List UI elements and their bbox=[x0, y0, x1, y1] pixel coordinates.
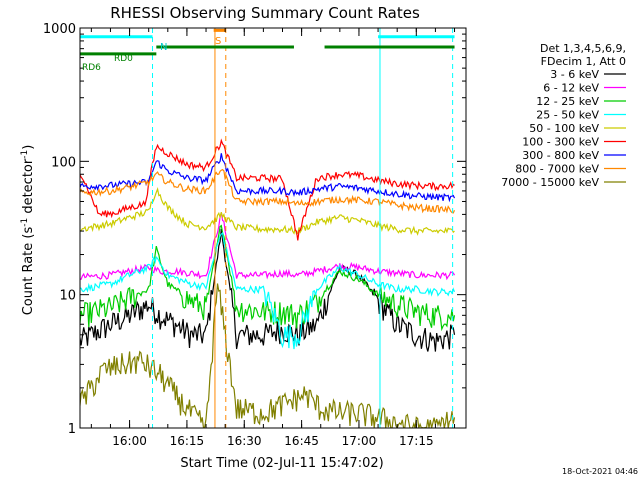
y-tick-label-4: 1000 bbox=[43, 22, 76, 37]
series-line-5 bbox=[80, 187, 455, 236]
saa-label-s: S bbox=[215, 36, 221, 47]
timestamp: 18-Oct-2021 04:46 bbox=[562, 467, 638, 476]
y-tick-label-3: 100 bbox=[51, 155, 76, 170]
series-line-8 bbox=[80, 168, 456, 214]
y-label-mid: detector bbox=[21, 158, 36, 218]
legend: Det 1,3,4,5,6,9, FDecim 1, Att 0 3 - 6 k… bbox=[501, 42, 626, 189]
annotation-layer bbox=[79, 28, 455, 428]
legend-header-2: FDecim 1, Att 0 bbox=[541, 55, 626, 68]
legend-label-2: 6 - 12 keV bbox=[543, 82, 599, 95]
x-tick-label-1: 16:00 bbox=[112, 434, 147, 448]
y-tick-label-1: 1 bbox=[68, 422, 76, 437]
series-line-1 bbox=[80, 228, 456, 352]
legend-header-1: Det 1,3,4,5,6,9, bbox=[540, 42, 626, 55]
plot-frame bbox=[79, 27, 467, 429]
chart-title: RHESSI Observing Summary Count Rates bbox=[110, 4, 420, 22]
x-tick-label-4: 16:45 bbox=[284, 434, 319, 448]
legend-label-5: 50 - 100 keV bbox=[529, 122, 599, 135]
axes-layer: 16:00 16:15 16:30 16:45 17:00 17:15 1 10 100 1000 bbox=[43, 22, 466, 448]
rd0-label: RD0 bbox=[114, 54, 133, 64]
x-tick-label-5: 17:00 bbox=[342, 434, 377, 448]
x-tick-label-6: 17:15 bbox=[399, 434, 434, 448]
y-tick-label-2: 10 bbox=[59, 289, 76, 304]
series-line-9 bbox=[80, 283, 456, 428]
legend-label-3: 12 - 25 keV bbox=[536, 95, 599, 108]
x-axis-label: Start Time (02-Jul-11 15:47:02) bbox=[180, 456, 383, 471]
legend-label-7: 300 - 800 keV bbox=[522, 149, 599, 162]
legend-label-4: 25 - 50 keV bbox=[536, 109, 599, 122]
series-layer bbox=[80, 138, 456, 428]
y-label-end: ) bbox=[21, 145, 36, 150]
y-axis-label: Count Rate (s-1 detector-1) bbox=[20, 145, 36, 316]
legend-label-8: 800 - 7000 keV bbox=[515, 163, 599, 176]
rd6-label: RD6 bbox=[82, 63, 101, 73]
series-line-7 bbox=[80, 153, 456, 203]
legend-label-1: 3 - 6 keV bbox=[550, 68, 599, 81]
series-line-4 bbox=[80, 231, 456, 350]
x-tick-label-3: 16:30 bbox=[227, 434, 262, 448]
x-tick-label-2: 16:15 bbox=[170, 434, 205, 448]
series-line-6 bbox=[80, 138, 455, 241]
y-label-sup1: -1 bbox=[20, 218, 30, 227]
legend-label-9: 7000 - 15000 keV bbox=[501, 176, 599, 189]
y-label-sup2: -1 bbox=[20, 150, 30, 159]
y-label-main: Count Rate (s bbox=[21, 227, 36, 316]
legend-label-6: 100 - 300 keV bbox=[522, 136, 599, 149]
night-label-n: N bbox=[160, 42, 167, 53]
